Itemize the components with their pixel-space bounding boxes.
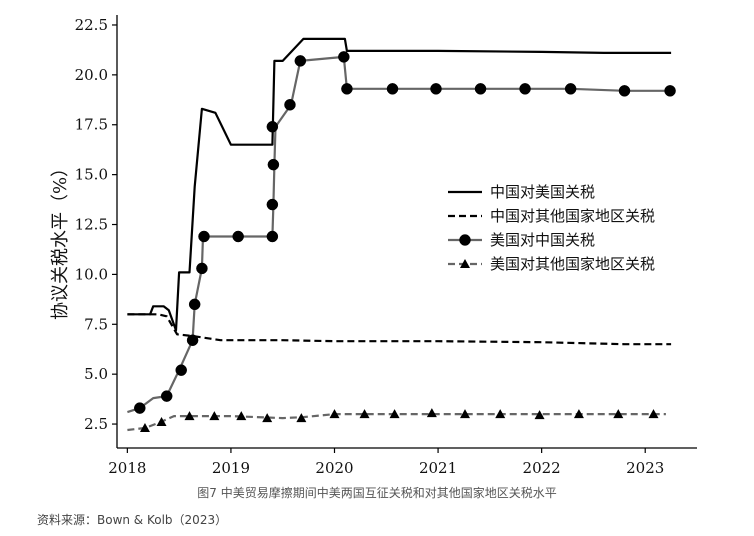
data-point-circle: [664, 85, 676, 97]
data-point-triangle: [329, 409, 340, 419]
data-point-triangle: [573, 409, 584, 419]
data-point-triangle: [359, 409, 370, 419]
chart: 2.5 5.0 7.5 10.0 12.5 15.0 17.5 20.0 22.5 2018 201…: [50, 15, 697, 477]
axes: 2.5 5.0 7.5 10.0 12.5 15.0 17.5 20.0 22.5 2018 201…: [50, 15, 697, 477]
y-tick-label: 5.0: [84, 365, 108, 383]
data-point-circle: [284, 99, 296, 111]
y-axis-label: 协议关税水平（%）: [50, 159, 71, 320]
data-point-triangle: [426, 408, 437, 418]
legend-item: 中国对其他国家地区关税: [448, 207, 655, 225]
data-point-circle: [266, 120, 279, 133]
series-line: [127, 37, 672, 332]
legend-label: 美国对中国关税: [490, 231, 595, 249]
y-tick-label: 17.5: [75, 116, 108, 134]
data-point-triangle: [139, 423, 150, 433]
data-point-circle: [188, 298, 201, 311]
x-tick-label: 2019: [212, 459, 250, 477]
data-point-circle: [198, 230, 210, 243]
legend-marker: [460, 259, 470, 268]
data-point-triangle: [209, 411, 220, 421]
legend-item: 中国对美国关税: [448, 183, 595, 201]
legend-item: 美国对其他国家地区关税: [448, 255, 655, 273]
data-point-circle: [175, 364, 187, 376]
x-tick-label: 2020: [315, 459, 353, 477]
y-tick-label: 2.5: [84, 415, 108, 433]
data-point-triangle: [184, 411, 195, 421]
data-point-circle: [618, 85, 631, 97]
legend-item: 美国对中国关税: [448, 231, 595, 249]
data-point-circle: [564, 83, 577, 95]
legend-marker: [459, 234, 471, 246]
data-point-circle: [338, 51, 350, 63]
data-point-circle: [341, 83, 353, 95]
series-3: [127, 51, 676, 414]
data-point-circle: [294, 55, 307, 67]
data-point-circle: [232, 230, 244, 243]
y-tick-label: 22.5: [75, 16, 108, 34]
data-point-triangle: [389, 409, 400, 419]
data-point-circle: [267, 158, 280, 171]
y-tick-label: 12.5: [75, 216, 108, 234]
series-line: [127, 313, 672, 346]
legend-label: 美国对其他国家地区关税: [490, 255, 655, 273]
data-point-triangle: [262, 413, 273, 423]
plot-area: [127, 37, 676, 433]
data-point-triangle: [534, 410, 545, 420]
source-note: 资料来源：Bown & Kolb（2023）: [37, 513, 228, 527]
x-tick-label: 2018: [108, 459, 146, 477]
series-1: [127, 37, 672, 332]
series-2: [127, 313, 672, 346]
data-point-circle: [266, 230, 279, 243]
data-point-triangle: [156, 417, 167, 427]
y-tick-label: 10.0: [75, 265, 108, 283]
x-tick-label: 2022: [523, 459, 561, 477]
figure-caption: 图7 中美贸易摩擦期间中美两国互征关税和对其他国家地区关税水平: [197, 486, 557, 500]
data-point-circle: [266, 198, 279, 211]
series-4: [127, 408, 666, 433]
series-line: [127, 413, 666, 432]
data-point-triangle: [613, 409, 624, 419]
y-tick-label: 20.0: [75, 66, 108, 84]
legend-label: 中国对美国关税: [490, 183, 595, 201]
data-point-triangle: [236, 411, 247, 421]
x-tick-label: 2023: [626, 459, 664, 477]
data-point-circle: [160, 390, 173, 402]
data-point-circle: [134, 402, 146, 414]
data-point-circle: [430, 83, 442, 95]
data-point-circle: [386, 83, 399, 95]
y-tick-label: 15.0: [75, 166, 108, 184]
y-tick-label: 7.5: [84, 315, 108, 333]
data-point-triangle: [296, 413, 307, 423]
data-point-circle: [474, 83, 487, 95]
data-point-triangle: [495, 409, 506, 419]
legend-label: 中国对其他国家地区关税: [490, 207, 655, 225]
data-point-circle: [186, 334, 199, 346]
data-point-circle: [196, 262, 208, 275]
data-point-circle: [519, 83, 531, 95]
data-point-triangle: [460, 409, 470, 419]
x-tick-label: 2021: [419, 459, 457, 477]
data-point-triangle: [648, 409, 659, 419]
